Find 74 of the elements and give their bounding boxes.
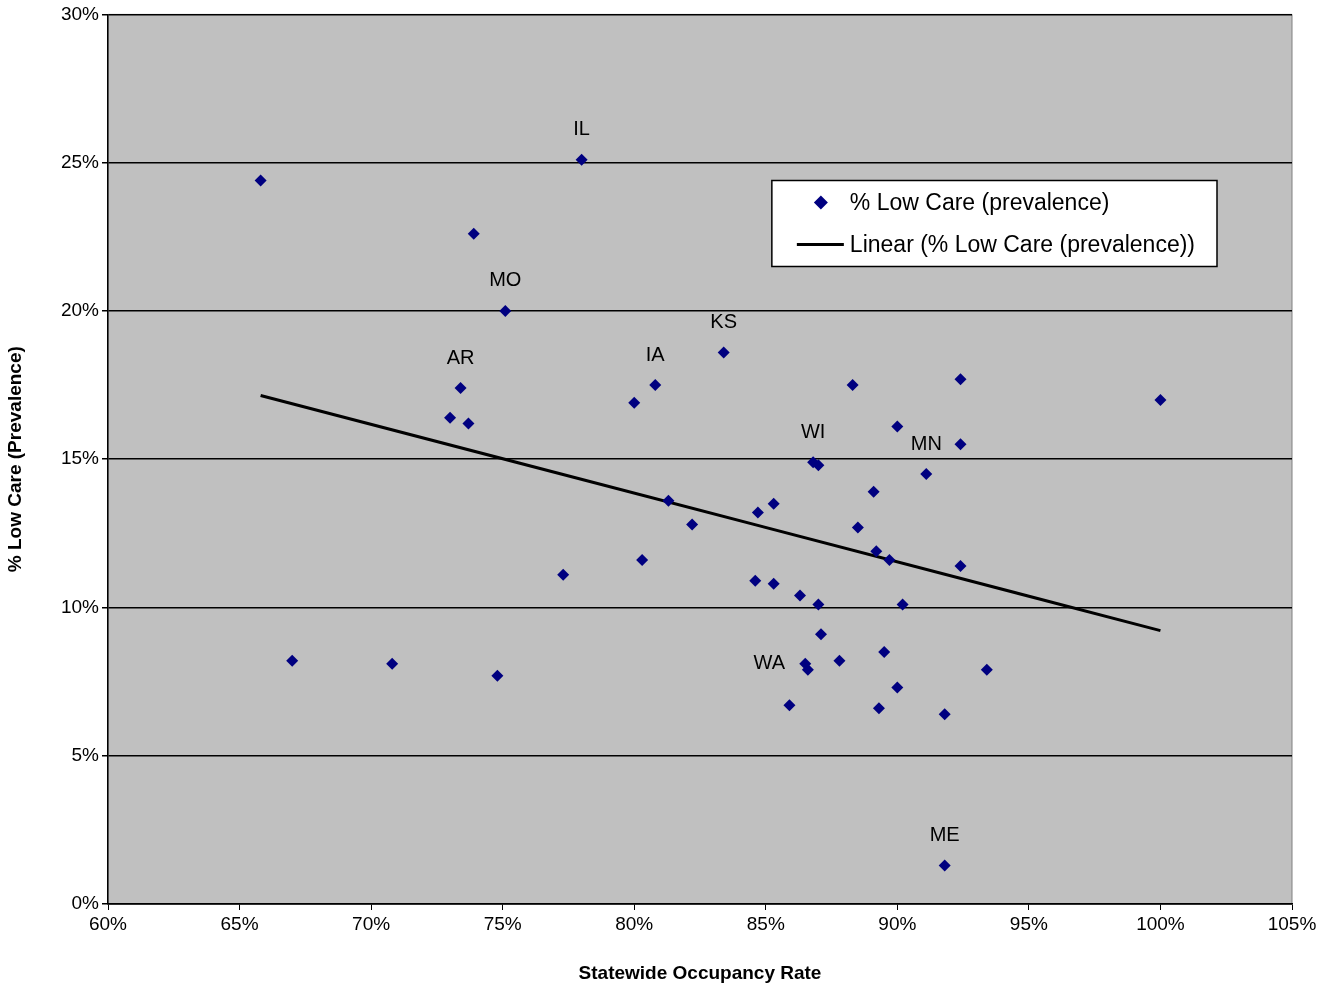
y-tick-label: 20% [60, 299, 100, 321]
point [662, 494, 675, 507]
x-tick-label: 75% [483, 912, 522, 934]
point [499, 304, 512, 317]
annotation: KS [710, 309, 738, 332]
point [833, 654, 846, 667]
point [812, 598, 825, 611]
point [386, 657, 399, 670]
point [815, 628, 828, 641]
point [454, 382, 467, 395]
x-tick-label: 95% [1009, 912, 1049, 934]
point [872, 702, 885, 715]
point [793, 589, 806, 602]
point [749, 574, 762, 587]
point [636, 554, 649, 567]
annotation: ME [929, 822, 960, 845]
annotation: WI [800, 419, 826, 442]
x-tick-label: 80% [615, 912, 654, 934]
point [938, 708, 951, 721]
x-tick-label: 60% [88, 912, 128, 934]
point [575, 153, 588, 166]
point [896, 598, 909, 611]
point [717, 346, 730, 359]
point [891, 420, 904, 433]
y-tick-label: 15% [60, 447, 100, 469]
point [980, 663, 993, 676]
point [751, 506, 764, 519]
point [444, 411, 457, 424]
y-tick-label: 25% [60, 150, 100, 172]
point [1154, 393, 1167, 406]
y-tick-label: 30% [60, 2, 100, 24]
annotation: MO [489, 268, 522, 291]
point [557, 568, 570, 581]
x-tick-label: 100% [1136, 912, 1185, 934]
point [462, 417, 475, 430]
point [649, 379, 662, 392]
point [286, 654, 299, 667]
point [938, 859, 951, 872]
x-tick-label: 90% [878, 912, 917, 934]
point [467, 227, 480, 240]
point [954, 373, 967, 386]
annotation: WA [753, 651, 786, 674]
point [846, 379, 859, 392]
point [870, 545, 883, 558]
point [891, 681, 904, 694]
point [767, 497, 780, 510]
annotation: IL [573, 117, 590, 140]
point [920, 468, 933, 481]
point [878, 645, 891, 658]
x-tick-label: 65% [220, 912, 259, 934]
x-axis-title: Statewide Occupancy Rate [578, 961, 822, 983]
point [767, 577, 780, 590]
point [883, 554, 896, 567]
point [628, 396, 641, 409]
point [783, 699, 796, 712]
annotation: IA [645, 342, 666, 365]
legend-label: % Low Care (prevalence) [849, 188, 1110, 215]
point [254, 174, 267, 187]
point [954, 438, 967, 451]
x-tick-label: 70% [352, 912, 391, 934]
point [686, 518, 699, 531]
point [491, 669, 504, 682]
x-tick-label: 85% [746, 912, 785, 934]
y-tick-label: 5% [71, 743, 100, 765]
annotation: MN [910, 431, 942, 454]
y-axis-title: % Low Care (Prevalence) [3, 346, 25, 573]
annotation: AR [446, 345, 475, 368]
legend-label: Linear (% Low Care (prevalence)) [849, 230, 1196, 257]
x-tick-label: 105% [1267, 912, 1317, 934]
y-tick-label: 10% [60, 595, 100, 617]
point [851, 521, 864, 534]
point [954, 559, 967, 572]
point [867, 485, 880, 498]
y-tick-label: 0% [71, 892, 100, 914]
